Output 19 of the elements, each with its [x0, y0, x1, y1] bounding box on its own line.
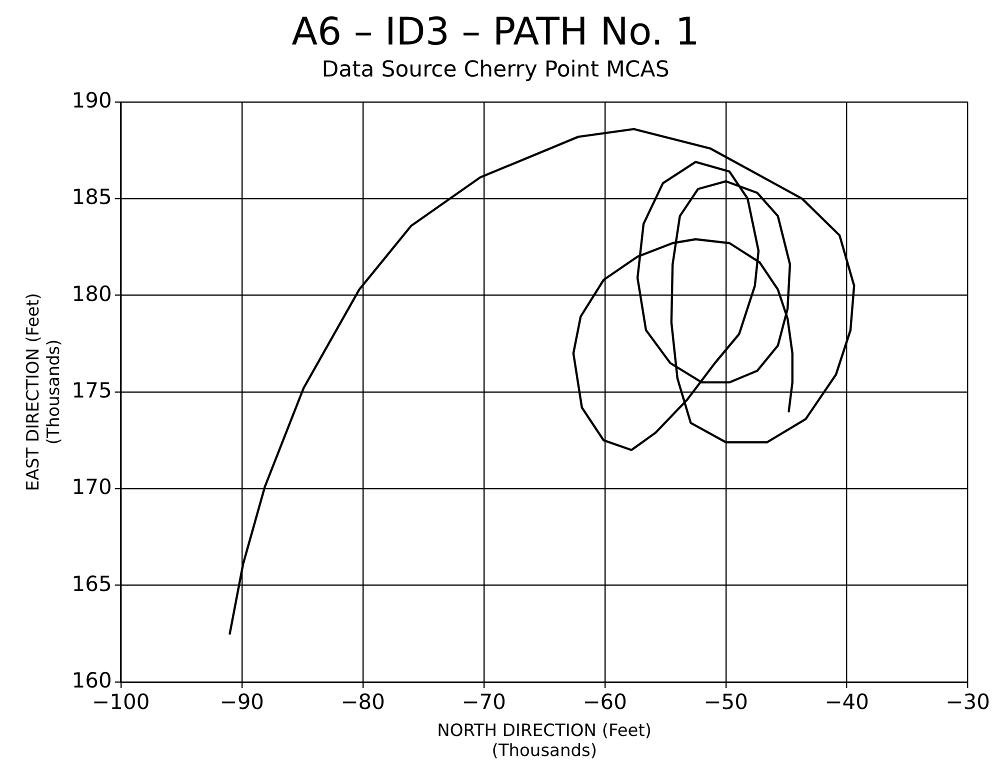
x-tick-label: −40	[824, 690, 870, 714]
y-tick-label: 185	[72, 185, 112, 210]
chart-title: A6 – ID3 – PATH No. 1	[292, 10, 700, 54]
y-tick-label: 175	[72, 378, 112, 402]
x-axis-title: NORTH DIRECTION (Feet) (Thousands)	[437, 720, 652, 762]
x-tick-label: −30	[946, 690, 990, 714]
x-tick-label: −60	[582, 690, 628, 714]
y-tick-label: 190	[72, 88, 112, 112]
y-tick-label: 180	[72, 282, 112, 306]
y-tick-label: 165	[72, 572, 112, 596]
x-tick-label: −70	[462, 690, 506, 714]
y-tick-label: 160	[72, 668, 112, 692]
x-tick-label: −50	[704, 690, 748, 714]
x-tick-label: −80	[340, 690, 386, 714]
x-tick-label: −90	[220, 690, 264, 714]
chart-subtitle: Data Source Cherry Point MCAS	[322, 58, 670, 83]
x-tick-label: −100	[92, 690, 150, 714]
y-tick-label: 170	[72, 475, 112, 500]
y-axis-title: EAST DIRECTION (Feet) (Thousands)	[24, 292, 64, 492]
